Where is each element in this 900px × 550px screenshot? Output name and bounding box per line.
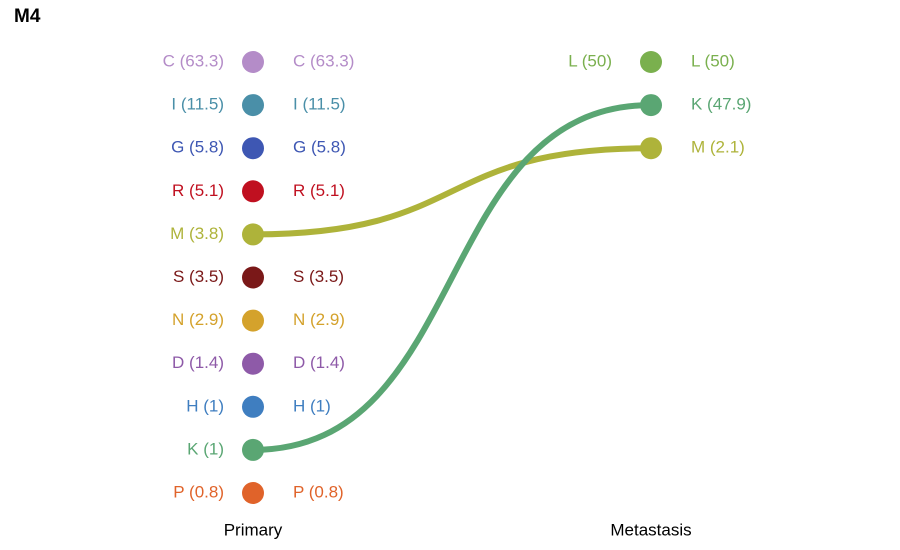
primary-label-left-N: N (2.9): [172, 310, 224, 329]
primary-label-left-I: I (11.5): [171, 95, 224, 114]
primary-dot-S: [242, 266, 264, 289]
primary-dot-N: [242, 309, 264, 332]
primary-label-right-D: D (1.4): [293, 353, 345, 372]
metastasis-label-left-L: L (50): [568, 51, 612, 70]
primary-label-right-C: C (63.3): [293, 51, 354, 70]
primary-dot-I: [242, 94, 264, 117]
metastasis-dot-L: [640, 51, 662, 73]
primary-label-right-S: S (3.5): [293, 267, 344, 286]
metastasis-label-right-K: K (47.9): [691, 95, 751, 114]
primary-label-left-G: G (5.8): [171, 138, 224, 157]
link-K-to-K: [250, 102, 654, 453]
primary-label-right-G: G (5.8): [293, 138, 346, 157]
metastasis-nodes: L (50) L (50) K (47.9) M (2.1): [568, 51, 751, 160]
primary-label-left-R: R (5.1): [172, 181, 224, 200]
primary-nodes: C (63.3) C (63.3) I (11.5) I (11.5) G (5.8) G…: [163, 51, 354, 504]
chart-title: M4: [14, 6, 41, 27]
primary-label-left-P: P (0.8): [173, 482, 224, 501]
primary-label-left-C: C (63.3): [163, 51, 224, 70]
primary-label-right-N: N (2.9): [293, 310, 345, 329]
metastasis-dot-K: [640, 94, 662, 117]
primary-dot-M: [242, 223, 264, 246]
primary-label-right-H: H (1): [293, 396, 331, 415]
column-label-metastasis: Metastasis: [610, 520, 691, 539]
metastasis-label-right-L: L (50): [691, 51, 735, 70]
primary-label-right-R: R (5.1): [293, 181, 345, 200]
primary-label-right-I: I (11.5): [293, 95, 346, 114]
primary-dot-G: [242, 137, 264, 160]
metastasis-label-right-M: M (2.1): [691, 138, 745, 157]
primary-label-left-M: M (3.8): [170, 224, 224, 243]
primary-dot-R: [242, 180, 264, 203]
primary-dot-K: [242, 438, 264, 461]
primary-dot-P: [242, 482, 264, 504]
primary-dot-C: [242, 51, 264, 73]
primary-dot-D: [242, 352, 264, 375]
metastasis-dot-M: [640, 137, 662, 160]
primary-dot-H: [242, 395, 264, 418]
primary-label-left-D: D (1.4): [172, 353, 224, 372]
primary-label-left-S: S (3.5): [173, 267, 224, 286]
column-label-primary: Primary: [224, 520, 283, 539]
primary-label-left-H: H (1): [186, 396, 224, 415]
primary-label-left-K: K (1): [187, 439, 224, 458]
primary-label-right-P: P (0.8): [293, 482, 344, 501]
links: [250, 102, 654, 453]
link-M-to-M: [250, 145, 654, 238]
